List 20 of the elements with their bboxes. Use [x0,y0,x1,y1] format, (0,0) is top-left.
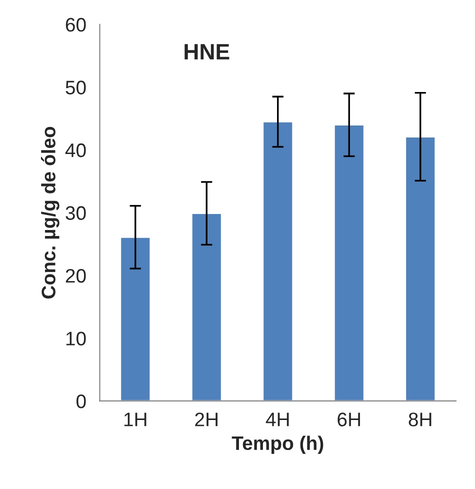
text: HNE [184,44,230,60]
x-tick-label: 1H [124,412,146,426]
bar [404,136,436,401]
x-tick-label: 2H [195,412,218,426]
bar [262,121,294,401]
x-tick-label: 6H [338,412,360,426]
y-tick-label: 40 [65,143,86,158]
x-axis-title: Tempo (h) [232,436,324,454]
y-tick-label: 10 [66,332,86,346]
y-tick-label: 50 [66,80,86,94]
y-tick-label: 0 [76,394,86,408]
bar [333,124,365,401]
bar [120,236,152,401]
y-tick-label: 30 [66,206,86,220]
y-axis-title: Conc. µg/g de óleo [40,126,60,299]
bar [190,212,222,401]
x-tick-label: 4H [266,412,289,426]
x-tick-label: 8H [408,412,432,426]
y-tick-label: 20 [66,268,86,283]
y-tick-label: 60 [66,18,86,32]
